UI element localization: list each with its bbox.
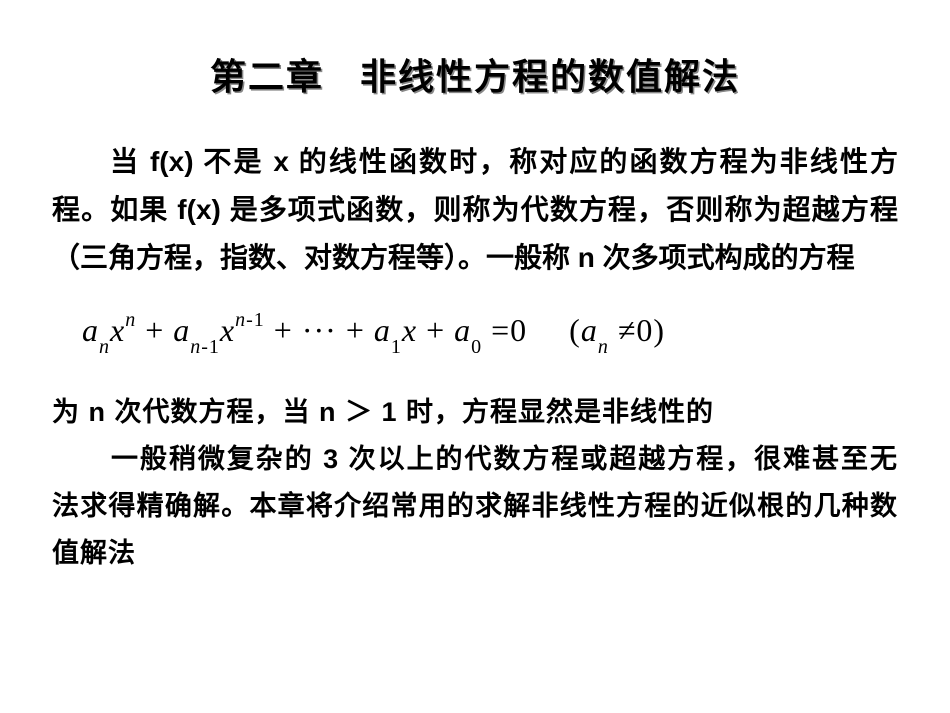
eq-plus2: +	[265, 312, 302, 348]
polynomial-equation: anxn + an-1xn-1 + ··· + a1x + a0 =0 (an ≠…	[82, 312, 898, 354]
eq-dots: ···	[302, 312, 346, 348]
p2-line2: 一般稍微复杂的 3 次以上的代数方程或超越方程，很难甚至无法求得精确解。本章将介…	[52, 444, 898, 568]
eq-an: anxn	[82, 312, 136, 348]
eq-eqzero: =0	[482, 312, 527, 348]
p1-t2: 不是	[194, 146, 274, 177]
p1-fx1: f(x)	[150, 146, 194, 177]
eq-a0: a0	[454, 312, 482, 348]
p1-t0: 当	[108, 146, 150, 177]
eq-plus4: +	[417, 312, 454, 348]
eq-a1: a1x	[374, 312, 417, 348]
p1-fx2: f(x)	[177, 194, 221, 225]
eq-neq: ≠	[609, 312, 637, 348]
eq-plus3: +	[346, 312, 374, 348]
p2-n1: n	[89, 397, 107, 427]
p1-x: x	[273, 146, 289, 177]
eq-paren-open: (	[569, 312, 581, 348]
eq-plus1: +	[136, 312, 173, 348]
p1-t8: 次多项式构成的方程	[595, 242, 855, 273]
slide-container: 第二章非线性方程的数值解法 当 f(x) 不是 x 的线性函数时，称对应的函数方…	[0, 0, 950, 713]
conclusion-paragraph: 为 n 次代数方程，当 n ＞ 1 时，方程显然是非线性的 一般稍微复杂的 3 …	[52, 389, 898, 577]
intro-paragraph: 当 f(x) 不是 x 的线性函数时，称对应的函数方程为非线性方程。如果 f(x…	[52, 138, 898, 282]
eq-paren-close: )	[653, 312, 665, 348]
eq-an1: an-1xn-1	[173, 312, 265, 348]
p2-t0: 为	[52, 397, 89, 427]
p2-t2: 次代数方程，当	[106, 397, 319, 427]
p1-n: n	[578, 242, 595, 273]
chapter-name: 非线性方程的数值解法	[360, 56, 740, 97]
slide-title: 第二章非线性方程的数值解法	[52, 48, 898, 100]
p2-t4: ＞ 1 时，方程显然是非线性的	[337, 397, 715, 427]
eq-cond-an: an	[581, 312, 609, 348]
chapter-number: 第二章	[210, 56, 324, 97]
eq-cond-zero: 0	[636, 312, 653, 348]
p2-n2: n	[319, 397, 337, 427]
